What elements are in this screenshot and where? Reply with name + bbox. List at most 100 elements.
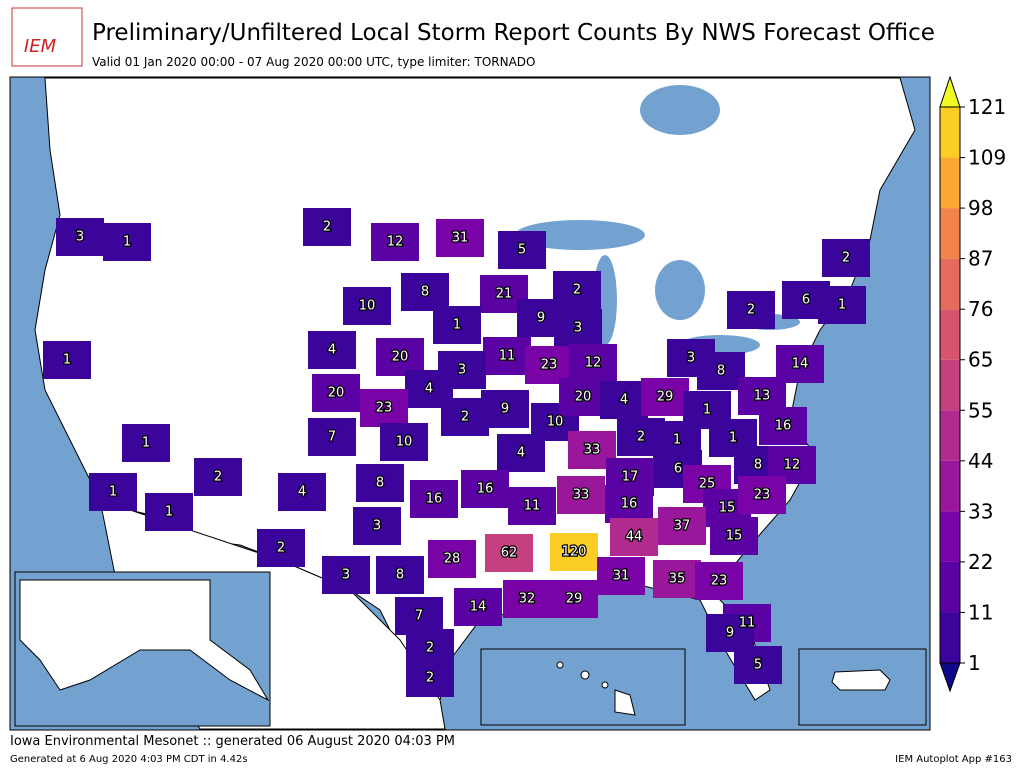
count-label: 15: [726, 529, 743, 544]
office-area: [308, 418, 356, 456]
office-area: [695, 562, 743, 600]
office-area: [376, 338, 424, 376]
office-area: [312, 374, 360, 412]
office-area: [278, 473, 326, 511]
office-area: [597, 557, 645, 595]
count-label: 4: [328, 343, 336, 358]
office-area: [322, 556, 370, 594]
office-area: [410, 480, 458, 518]
count-label: 10: [547, 415, 564, 430]
colorbar-tick-label: 11: [968, 600, 993, 624]
count-label: 28: [444, 552, 461, 567]
count-label: 4: [620, 393, 628, 408]
subtitle: Valid 01 Jan 2020 00:00 - 07 Aug 2020 00…: [92, 55, 535, 69]
colorbar-tick-label: 65: [968, 348, 993, 372]
colorbar-tick-label: 33: [968, 499, 993, 523]
colorbar-segment: [940, 309, 960, 360]
count-label: 23: [711, 574, 728, 589]
count-label: 1: [453, 318, 461, 333]
office-area: [697, 352, 745, 390]
colorbar-tick-label: 121: [968, 95, 1006, 119]
office-area: [353, 507, 401, 545]
office-area: [658, 507, 706, 545]
count-label: 1: [165, 505, 173, 520]
count-label: 2: [426, 641, 434, 656]
office-area: [710, 517, 758, 555]
office-area: [738, 476, 786, 514]
alaska: [19, 579, 270, 702]
office-area: [145, 493, 193, 531]
count-label: 12: [585, 356, 602, 371]
footer-generated: Generated at 6 Aug 2020 4:03 PM CDT in 4…: [10, 754, 248, 765]
office-area: [727, 291, 775, 329]
colorbar-tick-label: 87: [968, 247, 993, 271]
count-label: 3: [342, 568, 350, 583]
office-area: [706, 614, 754, 652]
count-label: 32: [519, 592, 536, 607]
count-label: 1: [123, 235, 131, 250]
colorbar-segment: [940, 460, 960, 512]
count-label: 23: [376, 401, 393, 416]
count-label: 2: [842, 251, 850, 266]
count-label: 4: [298, 485, 306, 500]
colorbar-over: [939, 75, 961, 108]
count-label: 25: [699, 477, 716, 492]
office-area: [401, 273, 449, 311]
office-area: [497, 434, 545, 472]
office-area: [508, 487, 556, 525]
office-area: [759, 407, 807, 445]
count-label: 16: [621, 497, 638, 512]
office-area: [43, 341, 91, 379]
count-label: 31: [613, 569, 630, 584]
count-label: 7: [415, 609, 423, 624]
count-label: 20: [328, 386, 345, 401]
footer-left: Iowa Environmental Mesonet :: generated …: [10, 734, 455, 749]
count-label: 1: [729, 431, 737, 446]
count-label: 3: [76, 230, 84, 245]
count-label: 3: [373, 519, 381, 534]
count-label: 3: [458, 363, 466, 378]
office-area: [498, 231, 546, 269]
count-label: 8: [717, 364, 725, 379]
logo-text: IEM: [24, 36, 57, 57]
colorbar-segment: [940, 511, 960, 562]
count-label: 11: [499, 349, 516, 364]
office-area: [554, 309, 602, 347]
colorbar-segment: [940, 107, 960, 158]
office-area: [485, 534, 533, 572]
count-label: 2: [214, 470, 222, 485]
office-area: [406, 659, 454, 697]
count-label: 23: [754, 488, 771, 503]
count-label: 2: [637, 430, 645, 445]
office-area: [433, 306, 481, 344]
office-area: [436, 219, 484, 257]
count-label: 1: [838, 298, 846, 313]
office-area: [343, 287, 391, 325]
count-label: 20: [392, 350, 409, 365]
colorbar-segment: [940, 208, 960, 259]
office-area: [822, 239, 870, 277]
count-label: 44: [626, 530, 643, 545]
colorbar-tick-label: 1: [968, 651, 981, 675]
count-label: 14: [792, 357, 809, 372]
office-area: [605, 485, 653, 523]
count-label: 16: [426, 492, 443, 507]
count-label: 2: [277, 541, 285, 556]
office-area: [371, 223, 419, 261]
count-label: 8: [421, 285, 429, 300]
count-label: 7: [328, 430, 336, 445]
office-area: [360, 389, 408, 427]
count-label: 12: [784, 458, 801, 473]
count-label: 8: [754, 458, 762, 473]
title: Preliminary/Unfiltered Local Storm Repor…: [92, 20, 935, 46]
colorbar-segment: [940, 410, 960, 461]
colorbar-under: [939, 662, 961, 693]
count-label: 2: [747, 303, 755, 318]
count-label: 1: [703, 403, 711, 418]
count-label: 11: [739, 616, 756, 631]
colorbar-segment: [940, 561, 960, 613]
count-label: 5: [518, 243, 526, 258]
count-label: 3: [687, 351, 695, 366]
office-area: [89, 473, 137, 511]
colorbar-tick-label: 76: [968, 297, 993, 321]
